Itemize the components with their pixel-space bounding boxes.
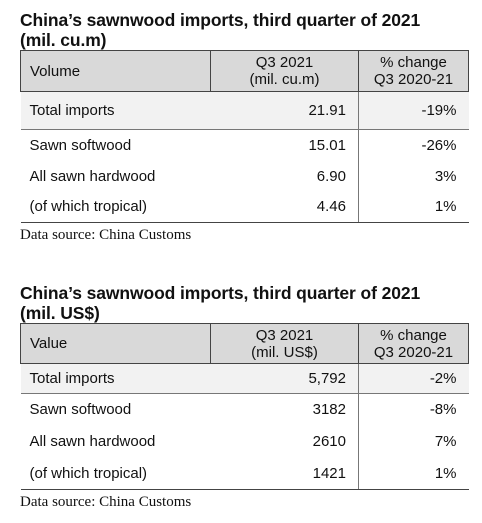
table-row: Total imports 21.91 -19%: [20, 91, 469, 130]
volume-table-section: China’s sawnwood imports, third quarter …: [20, 10, 469, 244]
table-row: Sawn softwood 3182 -8%: [21, 393, 469, 426]
row-label: All sawn hardwood: [29, 167, 156, 185]
value-table: Value Q3 2021 (mil. US$) % change Q3 202…: [20, 323, 469, 490]
volume-table-title: China’s sawnwood imports, third quarter …: [20, 10, 421, 50]
volume-table: Volume Q3 2021 (mil. cu.m) % change Q3 2…: [20, 50, 469, 223]
value-header-label: Value: [20, 323, 211, 364]
row-value: 15.01: [308, 136, 346, 154]
row-value: 21.91: [210, 91, 359, 130]
value-table-title: China’s sawnwood imports, third quarter …: [20, 283, 421, 323]
row-change: -2%: [358, 363, 469, 394]
volume-header-change: % change Q3 2020-21: [358, 50, 469, 92]
value-table-section: China’s sawnwood imports, third quarter …: [20, 283, 469, 511]
value-data-source: Data source: China Customs: [20, 494, 192, 510]
row-value: 1421: [210, 457, 359, 490]
row-value: 5,792: [210, 363, 359, 394]
row-change: -19%: [358, 91, 469, 130]
row-label: Total imports: [20, 363, 211, 394]
value-table-header-row: Value Q3 2021 (mil. US$) % change Q3 202…: [20, 323, 469, 364]
table-row: Sawn softwood 15.01 -26%: [21, 129, 469, 161]
row-change: -26%: [358, 129, 469, 161]
row-value: 2610: [312, 433, 346, 450]
row-change: -8%: [358, 393, 469, 426]
row-label: Total imports: [20, 91, 211, 130]
row-label: All sawn hardwood: [29, 433, 156, 450]
row-value: 6.90: [316, 167, 346, 185]
volume-data-source: Data source: China Customs: [20, 227, 192, 243]
row-label: (of which tropical): [20, 457, 211, 490]
row-label: (of which tropical): [20, 191, 211, 223]
table-row: (of which tropical) 1421 1%: [20, 457, 469, 490]
table-row: Total imports 5,792 -2%: [20, 363, 469, 394]
volume-header-label: Volume: [20, 50, 211, 92]
volume-table-header-row: Volume Q3 2021 (mil. cu.m) % change Q3 2…: [20, 50, 469, 92]
table-row: All sawn hardwood 2610 7%: [21, 425, 469, 458]
row-label: Sawn softwood: [29, 136, 132, 154]
table-row: All sawn hardwood 6.90 3%: [21, 160, 469, 192]
row-change: 3%: [358, 160, 469, 192]
row-change: 1%: [358, 191, 469, 223]
value-header-change: % change Q3 2020-21: [358, 323, 469, 364]
row-change: 7%: [358, 425, 469, 458]
row-change: 1%: [358, 457, 469, 490]
table-row: (of which tropical) 4.46 1%: [20, 191, 469, 223]
volume-header-q3: Q3 2021 (mil. cu.m): [210, 50, 359, 92]
value-header-q3: Q3 2021 (mil. US$): [210, 323, 359, 364]
row-value: 4.46: [210, 191, 359, 223]
row-value: 3182: [312, 401, 346, 419]
row-label: Sawn softwood: [29, 401, 132, 419]
